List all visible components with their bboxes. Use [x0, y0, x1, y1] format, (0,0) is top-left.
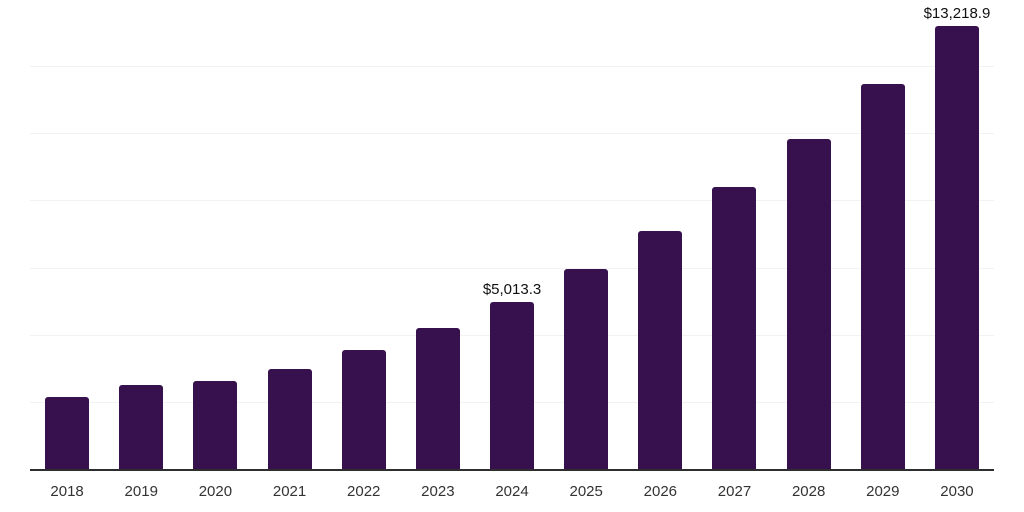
x-tick-label-2028: 2028 [791, 483, 826, 500]
bar-band-2018 [30, 0, 104, 470]
x-axis-line [30, 469, 994, 471]
bar-band-2027 [697, 0, 771, 470]
bar-band-2029 [846, 0, 920, 470]
bar-band-2026 [623, 0, 697, 470]
bar-2023 [415, 327, 460, 470]
x-tick-label-2022: 2022 [347, 483, 381, 500]
x-tick-label-2019: 2019 [124, 483, 158, 500]
bar-2029 [860, 84, 905, 470]
bar-band-2023 [401, 0, 475, 470]
x-tick-label-2021: 2021 [272, 483, 307, 500]
x-tick-label-2030: 2030 [940, 483, 974, 500]
bar-band-2025 [549, 0, 623, 470]
x-tick-label-2018: 2018 [50, 483, 84, 500]
bar-band-2024: $5,013.3 [475, 0, 549, 470]
gridline [30, 66, 994, 68]
x-tick-label-2020: 2020 [198, 483, 233, 500]
bar-2025 [564, 268, 609, 470]
bar-2021 [267, 368, 312, 470]
bar-2027 [712, 186, 757, 470]
bar-2018 [45, 396, 90, 470]
gridline [30, 133, 994, 135]
x-tick-label-2026: 2026 [643, 483, 678, 500]
bar-band-2028 [772, 0, 846, 470]
bar-band-2021 [252, 0, 326, 470]
x-tick-label-2023: 2023 [421, 483, 455, 500]
bar-band-2030: $13,218.9 [920, 0, 994, 470]
gridline [30, 200, 994, 202]
bar-2030: $13,218.9 [924, 6, 990, 470]
x-tick-label-2029: 2029 [866, 483, 900, 500]
bar-value-label-2030: $13,218.9 [923, 5, 991, 23]
plot-area: $5,013.3 $13,218.9 [30, 0, 994, 471]
x-tick-label-2024: 2024 [495, 483, 529, 500]
bar-band-2019 [104, 0, 178, 470]
x-tick-label-2025: 2025 [569, 483, 603, 500]
gridline [30, 267, 994, 269]
bar-2019 [119, 385, 164, 470]
bar-2024: $5,013.3 [483, 282, 541, 470]
bar-2028 [786, 138, 831, 470]
bar-2026 [638, 231, 683, 470]
bar-band-2020 [178, 0, 252, 470]
bar-2020 [193, 381, 238, 470]
bar-2022 [341, 350, 386, 470]
bar-value-label-2024: $5,013.3 [482, 280, 542, 298]
x-tick-label-2027: 2027 [717, 483, 752, 500]
bar-band-2022 [327, 0, 401, 470]
bars-container: $5,013.3 $13,218.9 [30, 0, 994, 470]
x-axis-labels: 2018 2019 2020 2021 2022 2023 2024 2025 2026 2027… [30, 483, 994, 500]
